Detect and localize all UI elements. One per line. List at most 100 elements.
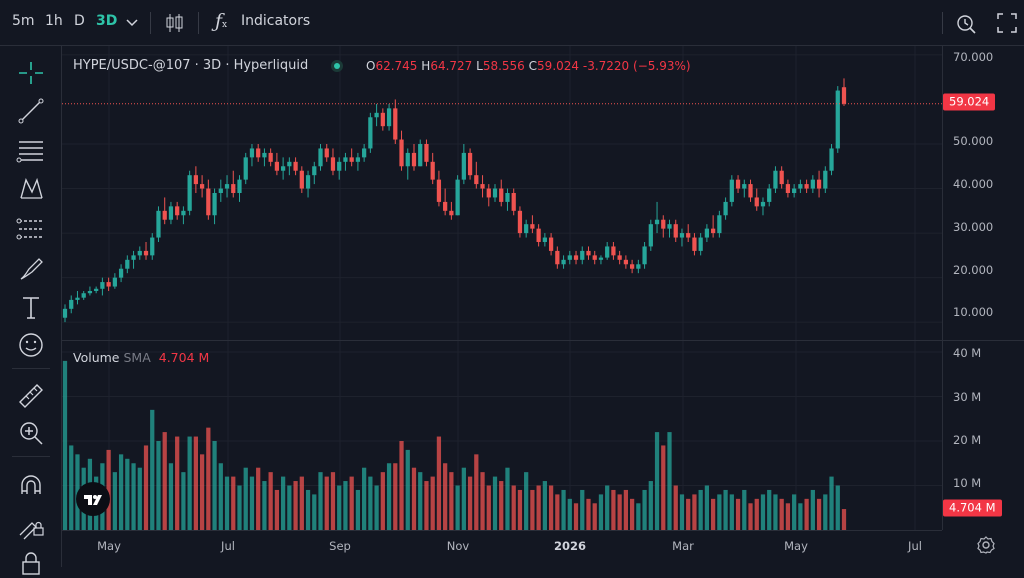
candle-body [418,144,423,167]
symbol-title[interactable]: HYPE/USDC-@107 · 3D · Hyperliquid [73,58,309,73]
ruler-icon[interactable] [15,380,47,410]
candle-body [106,282,111,287]
candle-body [480,184,485,189]
indicators-button[interactable]: Indicators [241,13,311,29]
crosshair-icon[interactable] [15,58,47,88]
candle-body [654,219,660,225]
candle-body [411,152,417,167]
candle-body [792,188,797,193]
volume-bar [268,472,273,530]
candle-body [580,250,585,260]
zoom-in-icon[interactable] [15,418,47,448]
symbol-legend: HYPE/USDC-@107 · 3D · Hyperliquid [73,58,308,73]
volume-bar [611,489,616,530]
volume-ma-label: SMA [123,350,151,365]
price-tick: 70.000 [953,50,994,64]
candle-body [150,237,155,256]
ohlc-readout: O62.745 H64.727 L58.556 C59.024 -3.7220 … [366,59,691,73]
lock-icon[interactable] [15,548,47,578]
volume-bar [779,498,784,530]
volume-bar [841,509,847,530]
candle-body [94,288,99,291]
tradingview-logo[interactable] [76,482,110,516]
low-key: L [476,59,483,73]
volume-bar [443,463,448,530]
candle-body [424,144,429,162]
candle-body [274,161,280,171]
magnet-icon[interactable] [15,472,47,502]
volume-bar [380,472,385,530]
candle-body [399,139,404,167]
interval-d[interactable]: D [74,13,85,29]
candle-body [436,179,442,202]
candle-body [324,148,329,158]
candle-body [125,259,130,269]
volume-bar [287,485,292,530]
candle-body [711,228,716,234]
interval-5m[interactable]: 5m [12,13,35,29]
brush-icon[interactable] [15,254,47,284]
projection-icon[interactable] [15,214,47,244]
fib-icon[interactable] [15,136,47,166]
candle-body [461,152,466,180]
volume-bar [449,472,454,530]
volume-bar [187,436,192,530]
volume-bar [698,489,703,530]
candle-body [717,215,722,234]
price-chart[interactable] [62,46,942,530]
candle-body [598,257,604,260]
volume-bar [386,463,392,530]
volume-bar [474,454,479,530]
volume-bar [823,494,828,530]
fullscreen-icon[interactable] [996,12,1018,34]
pane-divider[interactable] [62,340,1024,341]
volume-bar [143,445,149,530]
candle-body [648,224,653,247]
volume-bar [536,485,541,530]
candle-body [474,175,479,185]
candles-icon[interactable] [164,12,186,34]
lock-drawing-icon[interactable] [15,510,47,540]
market-status-icon[interactable] [330,59,344,73]
candle-body [62,308,68,318]
candle-body [374,112,379,118]
alert-clock-icon[interactable] [955,12,977,34]
time-tick: Jul [908,539,922,553]
candle-body [349,157,354,162]
settings-gear-icon[interactable] [976,535,996,555]
volume-bar [330,472,336,530]
volume-title[interactable]: Volume [73,350,120,365]
volume-bar [405,449,410,530]
candle-body [75,297,80,300]
text-icon[interactable] [15,292,47,322]
price-tick: 10.000 [953,305,994,319]
interval-3d[interactable]: 3D [96,13,118,29]
candle-body [760,201,766,207]
trendline-icon[interactable] [15,96,47,126]
volume-bar [318,472,323,530]
drawing-toolbar [0,46,62,575]
pattern-icon[interactable] [15,174,47,204]
emoji-icon[interactable] [15,330,47,360]
candle-body [443,201,448,211]
volume-bar [492,476,498,530]
volume-bar [654,432,660,530]
volume-tick: 20 M [953,433,982,447]
volume-bar [324,476,329,530]
time-axis[interactable]: May Jul Sep Nov 2026 Mar May Jul [62,530,942,567]
volume-bar [829,476,834,530]
volume-bar [586,498,591,530]
candle-body [455,179,460,216]
indicators-icon[interactable]: ƒx [215,10,228,32]
candle-body [773,170,778,189]
toolbar-divider [942,12,943,34]
toolbar-divider [198,12,199,34]
volume-bar [773,494,778,530]
volume-bar [150,409,155,530]
volume-bar [231,476,236,530]
candle-body [486,188,491,198]
candle-body [835,90,840,149]
chevron-down-icon[interactable] [126,18,138,28]
price-axis[interactable]: 70.000 50.000 40.000 30.000 20.000 10.00… [942,46,1024,530]
interval-1h[interactable]: 1h [45,13,63,29]
